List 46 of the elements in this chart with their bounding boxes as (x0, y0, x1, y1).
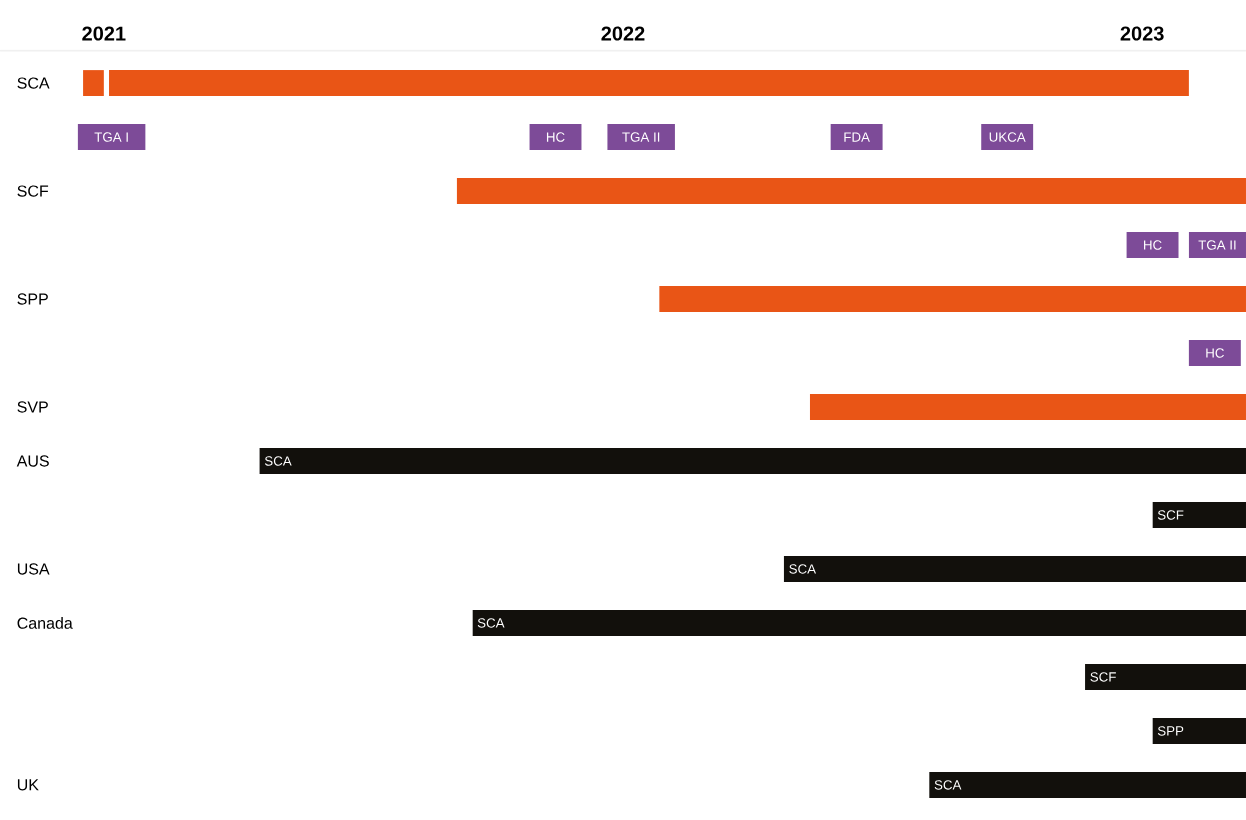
bar (1152, 717, 1246, 744)
data-label: SPP (1157, 726, 1184, 736)
data-label: TGA II (1198, 240, 1236, 250)
y-tick-label: SCF (17, 185, 49, 197)
y-tick-label: AUS (16, 455, 49, 467)
bar (83, 70, 104, 97)
bar (809, 394, 1246, 420)
y-tick-label: Canada (17, 617, 73, 629)
bar (77, 124, 146, 151)
y-tick-label: SVP (17, 401, 48, 413)
data-label: SCA (477, 618, 505, 628)
data-label: SCA (789, 564, 817, 574)
bar (456, 178, 1246, 204)
data-label: TGA I (94, 132, 128, 142)
y-tick-label: USA (17, 563, 50, 575)
data-label: HC (1206, 348, 1224, 358)
data-label: HC (546, 132, 565, 142)
x-tick-label: 2021 (82, 26, 126, 41)
bar (109, 70, 1189, 97)
bar (1188, 232, 1246, 258)
data-label: HC (1144, 240, 1162, 250)
bar (830, 124, 883, 151)
bar (981, 124, 1034, 151)
bar (529, 124, 582, 151)
data-label: SCA (934, 780, 962, 790)
bar (1126, 232, 1179, 258)
bar (259, 448, 1246, 474)
bar (1085, 664, 1246, 690)
y-tick-label: SCA (17, 77, 50, 89)
bar (783, 556, 1246, 582)
data-label: SCA (264, 456, 292, 466)
data-label: SCF (1090, 672, 1116, 682)
data-label: UKCA (989, 132, 1026, 142)
data-label: TGA II (622, 132, 660, 142)
y-tick-label: SPP (17, 293, 48, 305)
bar (607, 124, 675, 151)
bar (659, 286, 1246, 312)
data-label: FDA (844, 132, 870, 142)
bar (929, 771, 1246, 798)
x-tick-label: 2023 (1120, 26, 1164, 41)
x-tick-label: 2022 (601, 26, 645, 41)
bar (1188, 340, 1241, 366)
bar (1152, 502, 1246, 528)
data-label: SCF (1157, 510, 1184, 520)
bar (472, 610, 1246, 636)
y-tick-label: UK (17, 779, 39, 791)
